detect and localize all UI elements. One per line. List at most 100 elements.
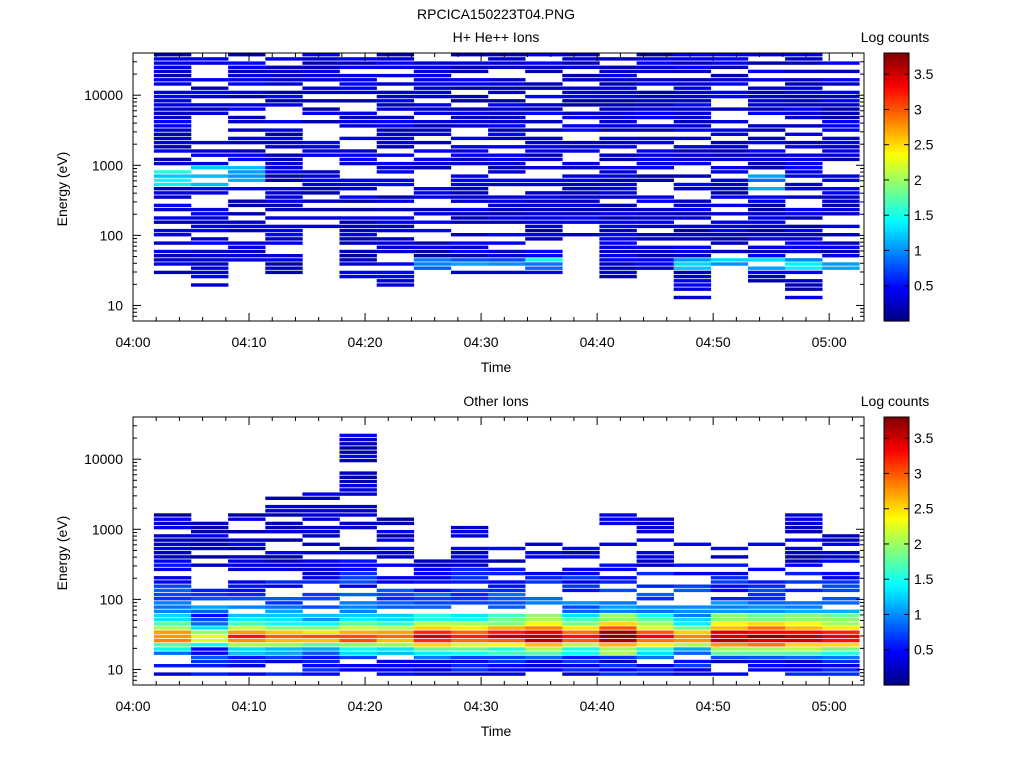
heatmap-cell	[488, 630, 526, 634]
heatmap-cell	[339, 458, 377, 463]
heatmap-cell	[748, 588, 786, 593]
heatmap-cell	[785, 216, 823, 220]
colorbar-slice	[884, 222, 909, 226]
heatmap-cell	[339, 551, 377, 555]
heatmap-cell	[636, 622, 674, 626]
heatmap-cell	[413, 659, 452, 664]
heatmap-cell	[339, 241, 377, 245]
heatmap-cell	[450, 69, 489, 74]
colorbar-slice	[884, 64, 909, 67]
heatmap-cell	[710, 249, 749, 254]
heatmap-cell	[673, 107, 712, 111]
heatmap-cell	[636, 94, 674, 99]
y-tick-label: 10	[107, 297, 123, 313]
heatmap-cell	[785, 170, 823, 174]
heatmap-cell	[339, 584, 377, 588]
heatmap-cell	[265, 626, 303, 630]
colorbar-slice	[884, 508, 909, 512]
heatmap-cell	[710, 140, 749, 145]
heatmap-cell	[413, 576, 452, 580]
heatmap-cell	[376, 592, 415, 597]
heatmap-cell	[413, 643, 452, 647]
heatmap-cell	[153, 249, 192, 254]
colorbar-tick-label: 3	[914, 101, 922, 117]
colorbar-slice	[884, 419, 909, 423]
heatmap-cell	[413, 78, 452, 82]
heatmap-cell	[525, 237, 563, 241]
heatmap-cell	[748, 609, 786, 613]
heatmap-cell	[562, 233, 600, 237]
heatmap-cell	[450, 597, 489, 601]
heatmap-cell	[710, 626, 749, 630]
heatmap-cell	[488, 103, 526, 107]
heatmap-cell	[785, 295, 823, 300]
heatmap-cell	[339, 124, 377, 128]
heatmap-cell	[636, 262, 674, 266]
heatmap-cell	[153, 191, 192, 195]
colorbar-slice	[884, 271, 909, 275]
heatmap-cell	[599, 521, 637, 526]
heatmap-cell	[153, 178, 192, 182]
heatmap-cell	[265, 496, 303, 500]
heatmap-cell	[413, 668, 452, 672]
heatmap-cell	[228, 170, 266, 174]
heatmap-cell	[488, 270, 526, 275]
heatmap-cell	[450, 659, 489, 664]
colorbar-slice	[884, 609, 909, 612]
heatmap-cell	[822, 195, 860, 199]
heatmap-cell	[376, 546, 415, 551]
heatmap-cell	[228, 174, 266, 178]
heatmap-cell	[673, 295, 712, 300]
heatmap-cell	[153, 82, 192, 86]
heatmap-cell	[822, 199, 860, 203]
heatmap-cell	[710, 580, 749, 584]
heatmap-cell	[785, 580, 823, 584]
heatmap-cell	[785, 57, 823, 61]
heatmap-cell	[562, 546, 600, 551]
heatmap-cell	[562, 207, 600, 212]
colorbar-slice	[884, 499, 909, 503]
heatmap-cell	[153, 601, 192, 605]
heatmap-cell	[710, 237, 749, 241]
y-tick-label: 100	[100, 591, 124, 607]
heatmap-cell	[748, 643, 786, 647]
heatmap-cell	[413, 588, 452, 593]
heatmap-cell	[562, 576, 600, 580]
heatmap-cell	[153, 53, 192, 57]
heatmap-cell	[785, 161, 823, 166]
colorbar-slice	[884, 580, 909, 583]
heatmap-cell	[153, 216, 192, 220]
heatmap-cell	[413, 103, 452, 107]
heatmap-cell	[673, 128, 712, 132]
heatmap-cell	[599, 643, 637, 647]
heatmap-cell	[599, 111, 637, 115]
heatmap-cell	[525, 655, 563, 660]
x-tick-label: 05:00	[812, 334, 847, 350]
heatmap-cell	[413, 124, 452, 128]
heatmap-cell	[673, 228, 712, 233]
heatmap-cell	[488, 166, 526, 170]
heatmap-cell	[339, 195, 377, 199]
heatmap-cell	[785, 588, 823, 593]
heatmap-cell	[673, 182, 712, 187]
heatmap-cell	[562, 191, 600, 195]
colorbar-slice	[884, 289, 909, 293]
colorbar-slice	[884, 486, 909, 490]
heatmap-cell	[673, 149, 712, 153]
heatmap-cell	[265, 199, 303, 203]
heatmap-cell	[785, 182, 823, 187]
heatmap-cell	[599, 207, 637, 212]
heatmap-cell	[710, 228, 749, 233]
colorbar-slice	[884, 432, 909, 436]
heatmap-cell	[265, 563, 303, 567]
heatmap-cell	[413, 647, 452, 651]
heatmap-cell	[339, 115, 377, 120]
heatmap-cell	[265, 78, 303, 82]
heatmap-cell	[525, 659, 563, 664]
heatmap-cell	[599, 224, 637, 229]
colorbar-slice	[884, 182, 909, 186]
heatmap-cell	[710, 605, 749, 609]
heatmap-cell	[748, 274, 786, 279]
heatmap-cell	[748, 542, 786, 546]
heatmap-cell	[673, 613, 712, 618]
